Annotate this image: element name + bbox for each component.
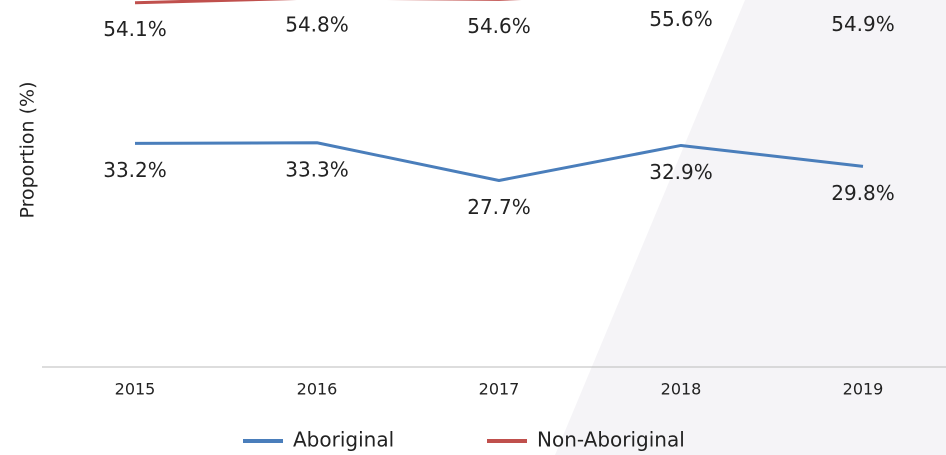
data-label: 54.6% <box>467 14 531 38</box>
data-label: 33.2% <box>103 158 167 182</box>
data-label: 29.8% <box>831 181 895 205</box>
data-label: 55.6% <box>649 7 713 31</box>
background-shade <box>555 0 946 455</box>
line-series <box>134 141 864 182</box>
data-label: 54.8% <box>285 12 349 36</box>
data-label: 54.9% <box>831 12 895 36</box>
y-axis-title: Proportion (%) <box>17 82 39 219</box>
legend-label: Non-Aboriginal <box>537 428 685 452</box>
x-tick-label: 2016 <box>297 380 338 399</box>
x-tick-label: 2017 <box>479 380 520 399</box>
data-label: 33.3% <box>285 157 349 181</box>
data-label: 27.7% <box>467 195 531 219</box>
x-tick-label: 2018 <box>661 380 702 399</box>
data-label: 32.9% <box>649 160 713 184</box>
x-tick-label: 2019 <box>843 380 884 399</box>
data-label: 54.1% <box>103 17 167 41</box>
legend-label: Aboriginal <box>293 428 394 452</box>
x-tick-label: 2015 <box>115 380 156 399</box>
